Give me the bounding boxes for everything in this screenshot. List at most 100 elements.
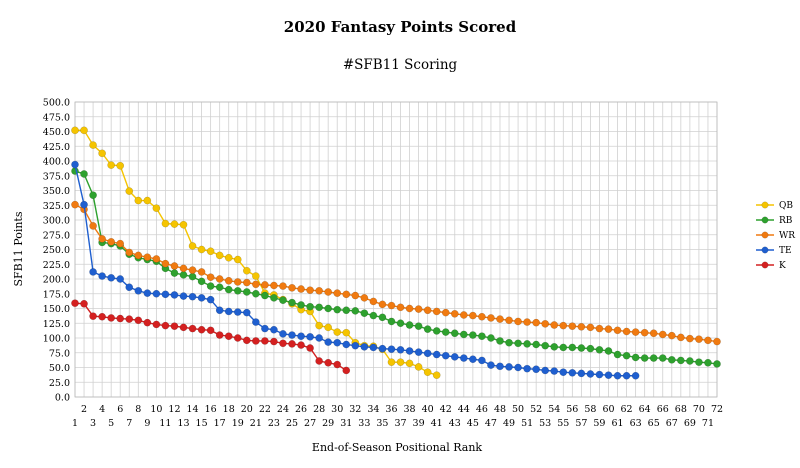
y-tick-label: 225.0 bbox=[43, 260, 70, 271]
data-point-wr bbox=[514, 317, 522, 326]
x-tick-label: 14 bbox=[187, 404, 199, 415]
data-point-te bbox=[288, 331, 296, 339]
data-point-wr bbox=[577, 322, 586, 331]
x-tick-label: 40 bbox=[422, 404, 434, 415]
x-tick-label: 68 bbox=[675, 404, 687, 415]
data-point-wr bbox=[667, 331, 676, 340]
y-tick-label: 400.0 bbox=[43, 157, 70, 168]
y-tick-label: 0.0 bbox=[55, 393, 70, 404]
data-point-wr bbox=[532, 318, 541, 327]
data-point-wr bbox=[423, 306, 432, 315]
data-point-wr bbox=[342, 290, 351, 299]
series-wr bbox=[71, 200, 721, 346]
data-point-k bbox=[270, 337, 278, 346]
data-point-qb bbox=[197, 245, 206, 254]
x-tick-label: 52 bbox=[530, 404, 542, 415]
data-point-rb bbox=[315, 303, 323, 312]
gridlines bbox=[74, 101, 718, 398]
data-point-qb bbox=[125, 187, 134, 195]
x-tick-label: 28 bbox=[313, 404, 325, 415]
data-point-te bbox=[89, 268, 97, 276]
data-point-te bbox=[351, 341, 360, 350]
data-point-wr bbox=[658, 330, 667, 339]
y-tick-label: 375.0 bbox=[43, 171, 70, 182]
x-tick-label: 4 bbox=[99, 404, 105, 415]
data-point-k bbox=[80, 299, 88, 308]
data-point-rb bbox=[686, 357, 694, 365]
data-point-wr bbox=[405, 304, 414, 313]
data-point-wr bbox=[252, 280, 260, 289]
data-point-te bbox=[170, 291, 179, 299]
data-point-k bbox=[324, 358, 333, 367]
x-tick-label: 56 bbox=[566, 404, 578, 415]
x-tick-label: 34 bbox=[367, 404, 379, 415]
x-tick-label: 51 bbox=[521, 418, 533, 429]
data-point-wr bbox=[487, 314, 495, 322]
data-point-wr bbox=[71, 200, 79, 209]
data-point-qb bbox=[170, 220, 179, 228]
data-point-te bbox=[270, 325, 278, 334]
data-point-wr bbox=[613, 326, 622, 335]
x-tick-label: 71 bbox=[702, 418, 714, 429]
data-point-te bbox=[197, 294, 206, 302]
legend-label-qb: QB bbox=[779, 201, 793, 211]
data-point-rb bbox=[550, 343, 559, 351]
data-point-wr bbox=[496, 315, 504, 323]
y-tick-label: 300.0 bbox=[43, 216, 70, 227]
data-point-wr bbox=[152, 255, 161, 263]
data-point-rb bbox=[450, 329, 459, 338]
data-point-rb bbox=[604, 347, 613, 355]
data-point-rb bbox=[215, 283, 224, 292]
data-point-te bbox=[387, 345, 396, 354]
x-tick-label: 32 bbox=[349, 404, 361, 415]
x-tick-label: 1 bbox=[72, 418, 78, 429]
data-point-wr bbox=[297, 285, 305, 293]
x-tick-label: 64 bbox=[639, 404, 651, 415]
data-point-qb bbox=[324, 323, 333, 332]
x-tick-label: 17 bbox=[214, 418, 226, 429]
data-point-rb bbox=[595, 345, 604, 354]
data-point-wr bbox=[116, 239, 125, 248]
x-tick-label: 49 bbox=[503, 418, 515, 429]
data-point-rb bbox=[378, 313, 387, 322]
data-point-te bbox=[125, 283, 134, 292]
data-point-wr bbox=[631, 328, 640, 336]
y-axis-ticks: 0.0 25.0 50.0 75.0 100.0 125.0 150.0 175.0 200.0… bbox=[43, 98, 70, 404]
x-tick-label: 42 bbox=[440, 404, 452, 415]
data-point-wr bbox=[324, 288, 333, 296]
data-point-wr bbox=[387, 301, 396, 310]
x-tick-label: 29 bbox=[322, 418, 334, 429]
x-tick-label: 48 bbox=[494, 404, 506, 415]
x-tick-label: 31 bbox=[340, 418, 352, 429]
data-point-te bbox=[450, 353, 459, 361]
data-point-te bbox=[613, 371, 622, 380]
data-point-rb bbox=[297, 301, 305, 309]
data-point-te bbox=[631, 371, 640, 380]
x-tick-label: 45 bbox=[467, 418, 479, 429]
data-point-wr bbox=[595, 324, 604, 333]
data-point-qb bbox=[206, 247, 215, 256]
y-tick-label: 125.0 bbox=[43, 319, 70, 330]
data-point-k bbox=[315, 357, 323, 365]
data-point-qb bbox=[89, 141, 97, 149]
data-point-te bbox=[568, 368, 577, 377]
data-point-rb bbox=[586, 344, 595, 353]
data-point-rb bbox=[622, 351, 631, 360]
x-tick-label: 27 bbox=[304, 418, 316, 429]
data-point-qb bbox=[179, 220, 188, 229]
x-tick-label: 72 bbox=[711, 404, 723, 415]
data-point-k bbox=[197, 325, 206, 334]
data-point-te bbox=[577, 369, 586, 378]
data-point-te bbox=[116, 275, 125, 283]
data-point-wr bbox=[179, 264, 188, 273]
data-point-k bbox=[215, 331, 224, 339]
data-point-wr bbox=[604, 325, 613, 333]
data-point-rb bbox=[658, 354, 667, 362]
data-point-te bbox=[360, 343, 369, 351]
data-point-rb bbox=[704, 358, 712, 367]
data-point-k bbox=[233, 334, 242, 342]
series-rb bbox=[71, 167, 721, 368]
data-point-te bbox=[71, 160, 79, 169]
x-tick-label: 63 bbox=[630, 418, 642, 429]
y-tick-label: 175.0 bbox=[43, 289, 70, 300]
